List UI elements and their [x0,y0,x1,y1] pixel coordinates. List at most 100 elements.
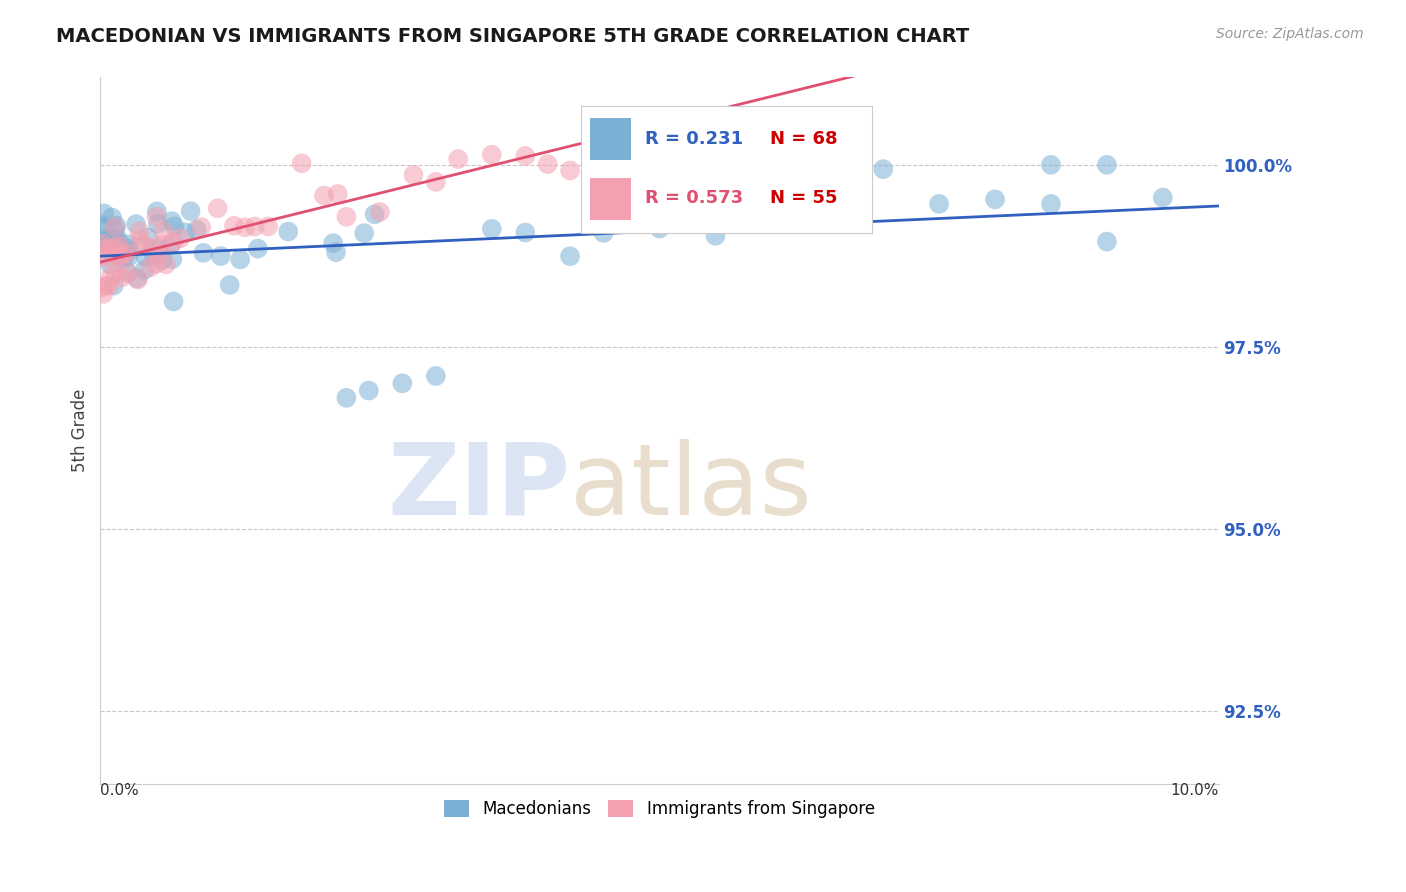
Point [335,391,357,405]
Point [322,236,344,251]
Point [1152,190,1174,204]
Point [146,204,169,219]
Point [148,242,170,256]
Point [928,197,950,211]
Point [246,242,269,256]
Point [104,220,127,235]
Point [984,193,1007,207]
Point [104,222,127,236]
Point [104,240,127,254]
Point [209,249,232,263]
Point [117,266,139,280]
Point [425,368,447,383]
Point [105,247,128,261]
Point [592,226,614,240]
Point [193,245,215,260]
Point [118,244,141,259]
Text: MACEDONIAN VS IMMIGRANTS FROM SINGAPORE 5TH GRADE CORRELATION CHART: MACEDONIAN VS IMMIGRANTS FROM SINGAPORE … [56,27,970,45]
Point [872,162,894,177]
Point [97,233,120,247]
Point [139,260,162,275]
Point [180,204,202,219]
Point [218,277,240,292]
Point [96,242,118,256]
Point [105,219,128,233]
Point [111,270,134,285]
Point [626,121,648,136]
Point [222,219,245,233]
Point [148,248,170,262]
Point [1039,197,1062,211]
Point [145,257,167,271]
Point [100,258,122,272]
Point [257,219,280,234]
Point [335,210,357,224]
Point [142,249,165,263]
Point [391,376,413,391]
Point [150,253,173,268]
Point [103,233,125,247]
Point [515,226,537,240]
Point [118,250,141,264]
Point [160,214,183,228]
Point [93,206,115,220]
Point [90,251,112,265]
Point [105,233,128,247]
Point [425,175,447,189]
Point [146,217,169,231]
Point [592,136,614,150]
Text: 0.0%: 0.0% [100,782,139,797]
Point [104,249,127,263]
Point [115,246,138,260]
Point [207,201,229,215]
Point [94,278,117,293]
Point [112,251,135,265]
Point [98,278,121,293]
Point [186,223,208,237]
Point [162,294,184,309]
Point [704,228,727,243]
Point [229,252,252,267]
Point [107,250,129,264]
Point [162,235,184,249]
Point [243,219,266,234]
Point [363,207,385,221]
Point [402,168,425,182]
Point [145,210,167,224]
Point [127,271,149,285]
Text: atlas: atlas [569,439,811,535]
Point [481,222,503,236]
Point [325,245,347,260]
Point [94,234,117,248]
Point [163,219,186,234]
Point [1039,158,1062,172]
Point [169,231,191,245]
Point [558,163,581,178]
Point [190,220,212,235]
Point [91,280,114,294]
Point [648,221,671,235]
Point [162,252,184,266]
Point [103,278,125,293]
Point [1095,235,1118,249]
Point [233,220,256,235]
Point [353,226,375,240]
Point [101,241,124,255]
Point [135,250,157,264]
Point [357,384,380,398]
Point [127,272,149,286]
Point [142,240,165,254]
Point [1095,158,1118,172]
Point [128,224,150,238]
Point [101,211,124,225]
Point [117,241,139,255]
Point [112,247,135,261]
Point [152,224,174,238]
Point [94,238,117,252]
Point [91,286,114,301]
Point [134,262,156,277]
Point [91,236,114,251]
Point [136,230,159,244]
Point [326,186,349,201]
Point [368,205,391,219]
